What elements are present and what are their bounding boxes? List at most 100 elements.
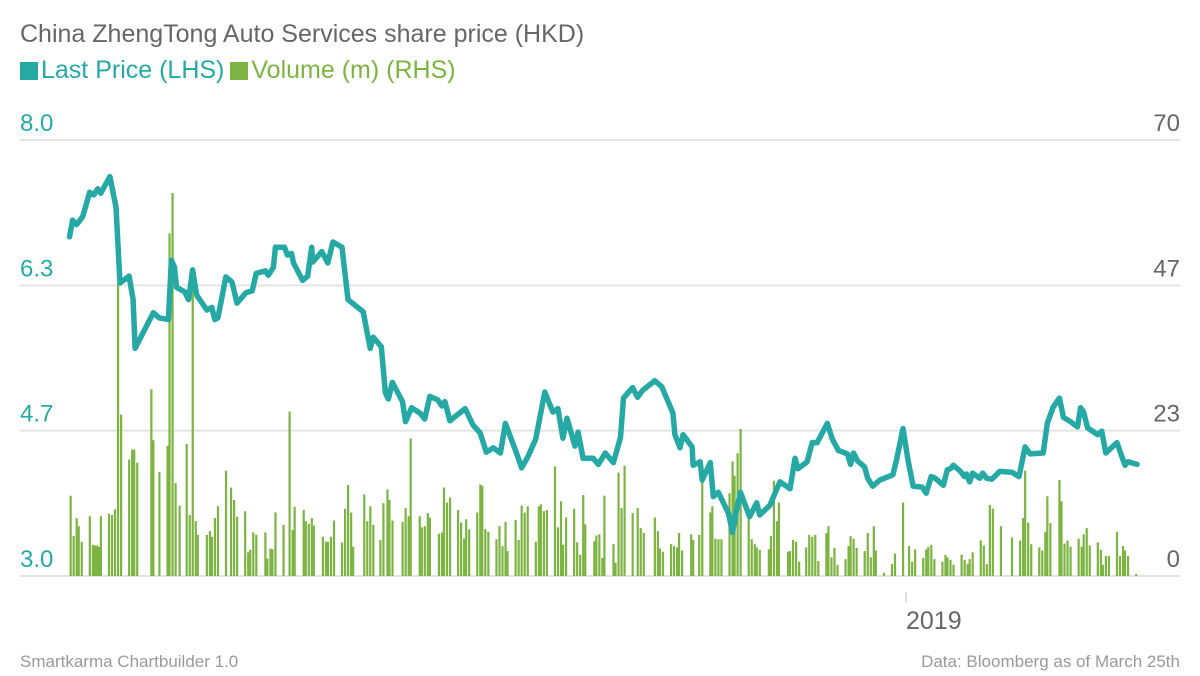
volume-bar: [457, 509, 460, 576]
volume-bar: [210, 536, 214, 576]
legend-swatch-price: [20, 61, 38, 80]
volume-bar: [1082, 534, 1085, 576]
volume-bar: [437, 533, 441, 576]
volume-bar: [465, 519, 468, 576]
volume-bar: [944, 554, 947, 576]
volume-bar: [1099, 549, 1102, 576]
volume-bar: [999, 526, 1003, 576]
volume-bar: [576, 542, 579, 576]
volume-bar: [97, 546, 100, 576]
volume-bar: [1088, 545, 1091, 576]
volume-bar: [107, 513, 111, 576]
volume-bar: [343, 508, 347, 576]
volume-bar: [517, 539, 520, 576]
volume-bar: [788, 551, 792, 576]
volume-bar: [750, 539, 753, 576]
volume-bar: [925, 549, 928, 576]
volume-bar: [681, 550, 684, 576]
volume-bar: [236, 516, 239, 576]
volume-bar: [1030, 544, 1033, 576]
volume-bar: [593, 541, 596, 576]
volume-bar: [1101, 564, 1104, 576]
volume-bar: [1063, 543, 1066, 576]
volume-bar: [379, 539, 382, 576]
volume-bar: [274, 512, 277, 576]
legend-swatch-volume: [230, 61, 249, 80]
volume-bar: [418, 516, 421, 576]
y-right-tick-label: 47: [1153, 255, 1180, 282]
volume-bar: [440, 532, 444, 576]
volume-bar: [852, 538, 855, 576]
volume-bar: [927, 546, 930, 576]
volume-bar: [890, 564, 894, 576]
volume-bar: [690, 534, 693, 576]
volume-bar: [855, 547, 858, 576]
volume-bar: [332, 520, 336, 576]
volume-bar: [553, 466, 557, 576]
volume-bar: [1019, 540, 1022, 576]
volume-bar: [617, 472, 620, 576]
volume-bar: [487, 531, 490, 576]
volume-bar: [767, 549, 770, 576]
volume-bar: [675, 547, 679, 576]
volume-bar: [584, 524, 587, 576]
volume-bar: [636, 508, 639, 576]
volume-bar: [266, 558, 269, 576]
volume-bar: [620, 508, 623, 576]
volume-bar: [717, 539, 720, 576]
volume-bar: [388, 500, 391, 576]
volume-bar: [677, 533, 681, 576]
volume-bar: [1085, 528, 1088, 576]
volume-bar: [347, 485, 350, 576]
volume-bar: [941, 561, 944, 576]
volume-bar: [1049, 523, 1052, 576]
volume-bar: [152, 440, 155, 576]
volume-bar: [224, 470, 228, 576]
volume-bar: [271, 549, 274, 576]
volume-bar: [952, 564, 955, 576]
volume-bar: [1022, 518, 1025, 576]
volume-bar: [178, 505, 181, 576]
volume-bar: [526, 506, 529, 576]
volume-bar: [110, 514, 114, 576]
volume-bar: [836, 564, 839, 576]
volume-bar: [598, 534, 601, 576]
x-tick-label: 2019: [906, 607, 962, 635]
volume-bar: [352, 546, 355, 576]
chart-title: China ZhengTong Auto Services share pric…: [20, 20, 585, 48]
footer-credit: Smartkarma Chartbuilder 1.0: [20, 652, 239, 671]
volume-bar: [312, 525, 315, 576]
volume-bar: [350, 512, 353, 576]
volume-bar: [1121, 546, 1125, 576]
volume-bar: [208, 531, 211, 576]
volume-bar: [255, 534, 258, 576]
volume-bar: [908, 546, 911, 576]
legend-item-price: Last Price (LHS): [20, 56, 224, 85]
volume-bar: [933, 559, 936, 576]
volume-bar: [136, 462, 139, 576]
y-right-tick-label: 0: [1167, 546, 1180, 573]
volume-bar: [77, 526, 80, 576]
volume-bar: [1027, 522, 1030, 576]
volume-bar: [579, 554, 582, 576]
volume-bar: [539, 504, 542, 576]
volume-bar: [863, 551, 866, 576]
volume-bar: [772, 480, 776, 576]
volume-bar: [72, 536, 75, 576]
volume-bar: [340, 542, 344, 576]
volume-bar: [329, 536, 333, 576]
volume-bar: [1135, 574, 1138, 576]
volume-bar: [874, 550, 877, 576]
volume-bar: [484, 529, 487, 576]
volume-bar: [963, 559, 966, 576]
volume-bar: [701, 470, 704, 576]
volume-bar: [811, 536, 814, 576]
volume-bar: [1126, 556, 1130, 576]
volume-bar: [293, 506, 296, 576]
volume-bar: [75, 518, 78, 576]
y-left-tick-label: 8.0: [20, 110, 53, 137]
volume-bar: [656, 531, 659, 576]
volume-bar: [971, 552, 974, 576]
volume-bar: [814, 534, 817, 576]
